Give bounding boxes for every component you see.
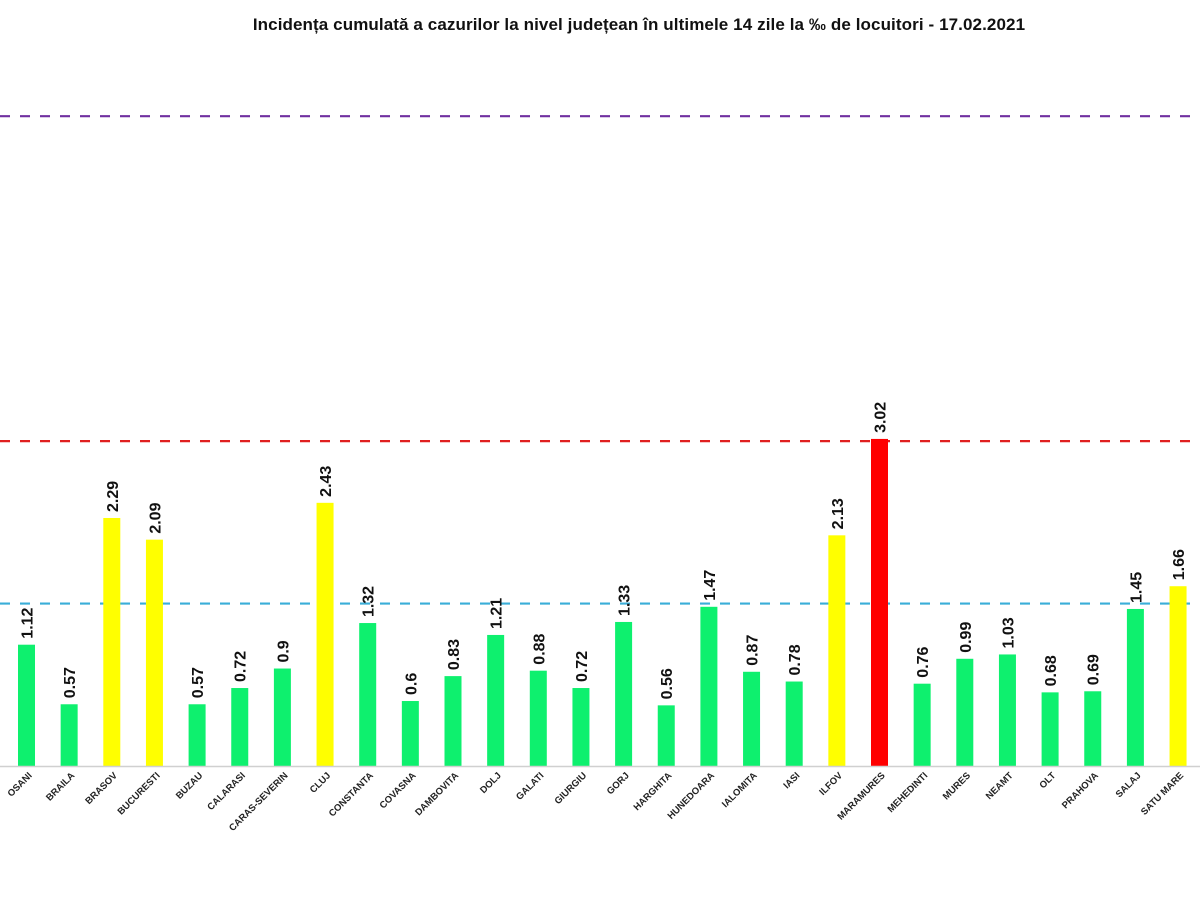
value-label: 0.78 xyxy=(787,644,804,675)
value-label: 1.21 xyxy=(489,598,506,629)
bar-ialomita xyxy=(743,671,761,766)
category-label: HARGHITA xyxy=(632,770,675,813)
category-label: BRASOV xyxy=(83,770,120,807)
value-label: 0.88 xyxy=(531,633,548,664)
category-label: SATU MARE xyxy=(1139,770,1186,817)
category-label: IALOMITA xyxy=(720,770,760,810)
value-label: 3.02 xyxy=(873,402,890,433)
bar-dolj xyxy=(487,634,505,766)
bar-hunedoara xyxy=(700,606,718,766)
value-label: 1.03 xyxy=(1000,617,1017,648)
category-label: BUCURESTI xyxy=(116,770,163,817)
value-label: 0.83 xyxy=(446,639,463,670)
category-label: GORJ xyxy=(605,770,632,797)
bar-covasna xyxy=(401,701,419,766)
value-label: 0.57 xyxy=(62,667,79,698)
bar-braila xyxy=(60,704,78,766)
value-label: 1.12 xyxy=(20,607,37,638)
bar-giurgiu xyxy=(572,688,590,766)
value-label: 0.76 xyxy=(915,646,932,677)
value-label: 2.29 xyxy=(105,481,122,512)
category-label: ILFOV xyxy=(817,770,845,798)
value-label: 1.47 xyxy=(702,570,719,601)
bar-harghita xyxy=(657,705,675,766)
category-label: GIURGIU xyxy=(553,770,590,807)
bar-iasi xyxy=(785,681,803,766)
bar-gorj xyxy=(615,621,633,766)
category-label: SALAJ xyxy=(1114,770,1144,800)
category-label: OSANI xyxy=(6,770,35,799)
category-label: COVASNA xyxy=(378,770,419,811)
bar-dambovita xyxy=(444,676,462,766)
category-label: DAMBOVITA xyxy=(413,770,461,818)
value-label: 0.87 xyxy=(745,635,762,666)
category-label: NEAMT xyxy=(984,770,1016,802)
value-label: 0.72 xyxy=(233,651,250,682)
category-label: MURES xyxy=(941,770,973,802)
bar-galati xyxy=(529,670,547,766)
value-label: 2.09 xyxy=(147,502,164,533)
category-label: CONSTANTA xyxy=(327,770,376,819)
bar-maramures xyxy=(871,438,888,766)
value-label: 2.43 xyxy=(318,466,335,497)
category-label: DOLJ xyxy=(478,770,504,796)
bar-calarasi xyxy=(231,688,249,766)
category-label: MEHEDINTI xyxy=(886,770,931,815)
value-label: 0.72 xyxy=(574,651,591,682)
threshold-lines xyxy=(0,115,1200,605)
bar-bucuresti xyxy=(145,539,163,766)
category-label: CLUJ xyxy=(308,770,333,795)
category-label: CALARASI xyxy=(205,770,247,812)
value-labels: 1.12 0.57 2.29 2.09 0.57 0.72 0.9 2.43 1.32 0.6 0.… xyxy=(20,402,1189,700)
category-label: PRAHOVA xyxy=(1060,770,1101,811)
bar-caras-severin xyxy=(273,668,291,766)
category-label: GALATI xyxy=(514,770,546,802)
category-label: BUZAU xyxy=(174,770,205,801)
value-label: 1.33 xyxy=(617,585,634,616)
bar-buzau xyxy=(188,704,206,766)
value-label: 1.45 xyxy=(1128,572,1145,603)
value-label: 0.56 xyxy=(659,668,676,699)
bars xyxy=(18,438,1187,766)
value-label: 0.6 xyxy=(403,673,420,695)
bar-constanta xyxy=(359,623,377,766)
bar-ilfov xyxy=(828,535,846,766)
chart-title: Incidența cumulată a cazurilor la nivel … xyxy=(252,15,1026,34)
value-label: 1.66 xyxy=(1171,549,1188,580)
value-label: 0.68 xyxy=(1043,655,1060,686)
bar-olt xyxy=(1041,692,1059,766)
bar-cluj xyxy=(316,502,334,766)
category-label: IASI xyxy=(781,770,802,791)
bar-brasov xyxy=(103,517,121,766)
bar-neamt xyxy=(998,654,1016,766)
bar-mehedinti xyxy=(913,683,931,766)
category-label: BRAILA xyxy=(44,770,77,803)
value-label: 0.99 xyxy=(958,622,975,653)
bar-osani xyxy=(18,644,35,766)
value-label: 1.32 xyxy=(361,586,378,617)
value-label: 2.13 xyxy=(830,498,847,529)
value-label: 0.69 xyxy=(1086,654,1103,685)
bar-mures xyxy=(956,658,974,766)
bar-satu-mare xyxy=(1169,586,1187,766)
value-label: 0.9 xyxy=(275,640,292,662)
category-label: OLT xyxy=(1038,770,1059,791)
value-label: 0.57 xyxy=(190,667,207,698)
bar-salaj xyxy=(1126,608,1144,766)
bar-prahova xyxy=(1084,691,1102,766)
